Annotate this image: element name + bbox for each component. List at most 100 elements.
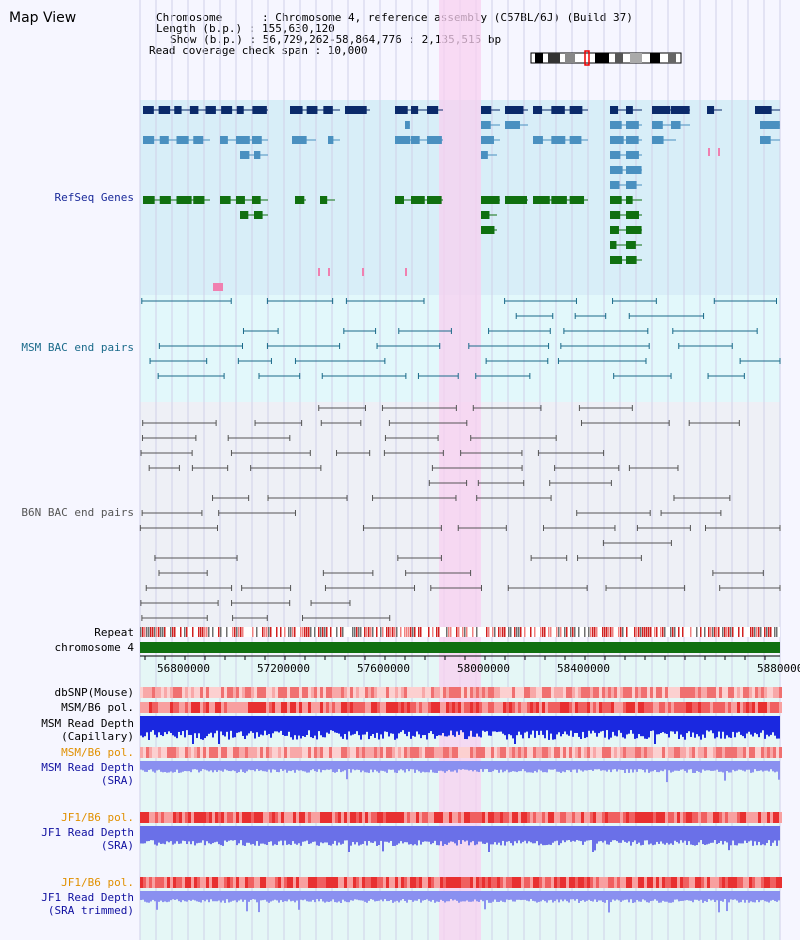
depth-bar <box>772 826 774 843</box>
heat-cell <box>605 687 608 698</box>
depth-bar <box>374 891 376 902</box>
heat-cell <box>698 877 701 888</box>
depth-bar <box>616 716 618 737</box>
heat-cell <box>314 702 317 713</box>
repeat-mark <box>420 627 422 637</box>
heat-cell <box>767 877 770 888</box>
heat-cell <box>347 812 350 823</box>
depth-bar <box>388 716 390 737</box>
heat-cell <box>554 877 557 888</box>
depth-bar <box>212 826 214 844</box>
depth-bar <box>458 891 460 903</box>
depth-bar <box>290 716 292 738</box>
heat-cell <box>761 747 764 758</box>
heat-cell <box>290 702 293 713</box>
repeat-mark <box>770 627 772 637</box>
depth-bar <box>210 891 212 900</box>
repeat-mark <box>150 627 152 637</box>
depth-bar <box>494 891 496 900</box>
heat-cell <box>749 812 752 823</box>
depth-bar <box>766 761 768 771</box>
heat-cell <box>194 702 197 713</box>
heat-cell <box>386 702 389 713</box>
depth-bar <box>304 716 306 737</box>
label-refseq-genes[interactable]: RefSeq Genes <box>54 191 134 204</box>
heat-cell <box>605 812 608 823</box>
depth-bar <box>168 826 170 843</box>
depth-bar <box>148 761 150 770</box>
depth-bar <box>442 761 444 772</box>
depth-bar <box>446 891 448 902</box>
depth-bar <box>504 761 506 772</box>
depth-bar <box>638 761 640 770</box>
depth-bar <box>508 761 510 773</box>
heat-cell <box>422 747 425 758</box>
depth-bar <box>534 826 536 844</box>
depth-bar <box>580 826 582 842</box>
heat-cell <box>455 702 458 713</box>
heat-cell <box>212 702 215 713</box>
heat-cell <box>440 812 443 823</box>
heat-cell <box>524 687 527 698</box>
heat-cell <box>632 812 635 823</box>
repeat-mark <box>644 627 646 637</box>
heat-cell <box>167 812 170 823</box>
heat-cell <box>698 687 701 698</box>
heat-cell <box>779 877 782 888</box>
depth-bar <box>320 891 322 900</box>
depth-bar <box>510 826 512 844</box>
heat-cell <box>689 687 692 698</box>
depth-bar <box>154 716 156 735</box>
depth-bar <box>504 826 506 846</box>
depth-bar <box>194 826 196 846</box>
depth-bar <box>214 826 216 843</box>
heat-cell <box>641 702 644 713</box>
depth-bar <box>744 761 746 772</box>
heat-cell <box>644 877 647 888</box>
heat-cell <box>224 687 227 698</box>
heat-cell <box>692 687 695 698</box>
depth-bar <box>438 761 440 771</box>
heat-cell <box>236 687 239 698</box>
heat-cell <box>743 812 746 823</box>
depth-bar <box>316 826 318 846</box>
heat-cell <box>173 747 176 758</box>
heat-cell <box>449 702 452 713</box>
depth-bar <box>698 891 700 901</box>
depth-bar <box>588 761 590 771</box>
heat-cell <box>497 687 500 698</box>
axis-tick-label: 58000000 <box>457 662 510 675</box>
depth-bar <box>572 716 574 737</box>
heat-cell <box>626 687 629 698</box>
depth-bar <box>258 716 260 737</box>
depth-bar <box>562 826 564 841</box>
heat-cell <box>458 747 461 758</box>
depth-bar <box>498 761 500 773</box>
heat-cell <box>476 687 479 698</box>
heat-cell <box>698 747 701 758</box>
depth-bar <box>490 891 492 903</box>
depth-bar <box>450 826 452 842</box>
heat-cell <box>710 877 713 888</box>
depth-bar <box>406 891 408 903</box>
depth-bar <box>310 826 312 844</box>
heat-cell <box>167 702 170 713</box>
depth-bar <box>346 761 348 780</box>
depth-bar <box>298 761 300 771</box>
label-msm-bac[interactable]: MSM BAC end pairs <box>21 341 134 354</box>
depth-bar <box>562 761 564 772</box>
heat-cell <box>716 877 719 888</box>
depth-bar <box>746 761 748 770</box>
repeat-mark <box>252 627 254 637</box>
label-b6n-bac[interactable]: B6N BAC end pairs <box>21 506 134 519</box>
depth-bar <box>392 891 394 903</box>
depth-bar <box>580 891 582 902</box>
depth-bar <box>330 826 332 846</box>
depth-bar <box>448 761 450 770</box>
depth-bar <box>246 826 248 843</box>
heat-cell <box>191 702 194 713</box>
heat-cell <box>530 877 533 888</box>
heat-cell <box>566 702 569 713</box>
depth-bar <box>672 761 674 772</box>
